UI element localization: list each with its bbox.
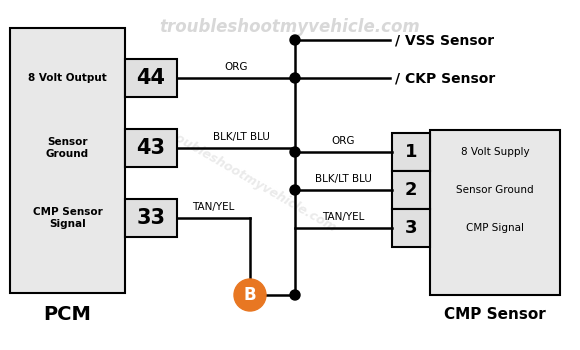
Bar: [392, 171, 430, 209]
Bar: [392, 133, 430, 171]
Text: TAN/YEL: TAN/YEL: [322, 212, 365, 222]
Text: / CKP Sensor: / CKP Sensor: [395, 71, 495, 85]
Circle shape: [290, 290, 300, 300]
Bar: [125, 199, 177, 237]
Circle shape: [290, 185, 300, 195]
Text: troubleshootmyvehicle.com: troubleshootmyvehicle.com: [162, 125, 338, 234]
Circle shape: [234, 279, 266, 311]
Text: TAN/YEL: TAN/YEL: [193, 202, 235, 212]
Text: 2: 2: [405, 181, 417, 199]
Text: ORG: ORG: [332, 136, 355, 146]
Text: ORG: ORG: [224, 62, 248, 72]
Text: B: B: [244, 286, 256, 304]
Text: CMP Signal: CMP Signal: [466, 223, 524, 233]
Text: BLK/LT BLU: BLK/LT BLU: [212, 132, 270, 142]
Text: PCM: PCM: [44, 305, 92, 324]
Bar: [125, 129, 177, 167]
Text: / VSS Sensor: / VSS Sensor: [395, 33, 494, 47]
Text: CMP Sensor: CMP Sensor: [444, 307, 546, 322]
Bar: [430, 130, 560, 295]
Text: 44: 44: [136, 68, 165, 88]
Text: 3: 3: [405, 219, 417, 237]
Text: 8 Volt Supply: 8 Volt Supply: [461, 147, 530, 157]
Text: troubleshootmyvehicle.com: troubleshootmyvehicle.com: [160, 18, 420, 36]
Text: CMP Sensor
Signal: CMP Sensor Signal: [32, 207, 103, 229]
Circle shape: [290, 73, 300, 83]
Text: 43: 43: [136, 138, 165, 158]
Bar: [125, 59, 177, 97]
Circle shape: [290, 35, 300, 45]
Text: 33: 33: [136, 208, 165, 228]
Bar: [392, 209, 430, 247]
Text: 1: 1: [405, 143, 417, 161]
Text: Sensor Ground: Sensor Ground: [456, 185, 534, 195]
Text: 8 Volt Output: 8 Volt Output: [28, 73, 107, 83]
Bar: [10, 28, 125, 293]
Text: Sensor
Ground: Sensor Ground: [46, 137, 89, 159]
Text: BLK/LT BLU: BLK/LT BLU: [315, 174, 372, 184]
Circle shape: [290, 147, 300, 157]
